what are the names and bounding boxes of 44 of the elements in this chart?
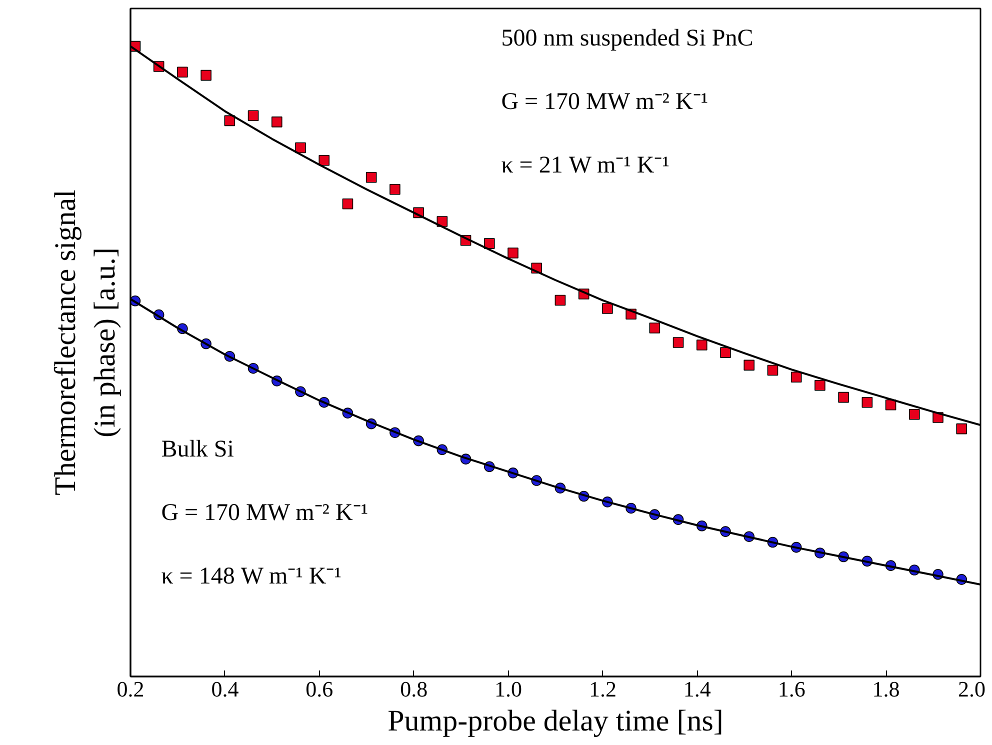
point	[767, 364, 778, 376]
point	[862, 396, 873, 408]
x-tick-label: 0.8	[400, 676, 428, 702]
annotation: Bulk Si	[161, 436, 234, 462]
point	[744, 360, 755, 371]
point	[271, 116, 282, 128]
x-tick-label: 1.2	[588, 676, 616, 702]
annotation: G = 170 MW m⁻² K⁻¹	[501, 89, 708, 116]
point	[390, 184, 400, 195]
point	[318, 154, 330, 166]
x-tick-label: 0.6	[306, 676, 334, 702]
y-axis-title: Thermoreflectance signal (in phase) [a.u.]	[48, 190, 122, 496]
annotation: 500 nm suspended Si PnC	[501, 26, 754, 52]
point	[885, 399, 896, 410]
point	[696, 340, 708, 350]
point	[200, 70, 212, 81]
point	[295, 142, 306, 154]
point	[366, 172, 377, 183]
annotation: κ = 148 W m⁻¹ K⁻¹	[161, 563, 342, 590]
point	[838, 392, 849, 403]
x-tick-label: 1.6	[778, 676, 806, 702]
point	[908, 408, 920, 420]
point	[554, 294, 566, 306]
annotation: G = 170 MW m⁻² K⁻¹	[161, 500, 368, 526]
point	[814, 380, 826, 391]
point	[248, 110, 259, 122]
annotation: κ = 21 W m⁻¹ K⁻¹	[501, 152, 670, 178]
point	[484, 238, 495, 249]
x-tick-label: 2.0	[958, 676, 986, 702]
x-tick-label: 0.2	[116, 676, 144, 702]
point	[790, 372, 802, 383]
point	[342, 198, 354, 210]
x-tick-label: 1.4	[683, 676, 711, 702]
point	[649, 322, 660, 334]
x-tick-label: 1.0	[494, 676, 522, 702]
x-tick-label: 1.8	[872, 676, 900, 702]
point	[672, 337, 684, 348]
point	[956, 423, 968, 434]
point	[720, 347, 731, 358]
point	[602, 303, 613, 314]
x-axis-title: Pump-probe delay time [ns]	[388, 704, 724, 738]
x-tick-label: 0.4	[211, 676, 239, 702]
point	[508, 248, 518, 258]
point	[177, 66, 188, 78]
